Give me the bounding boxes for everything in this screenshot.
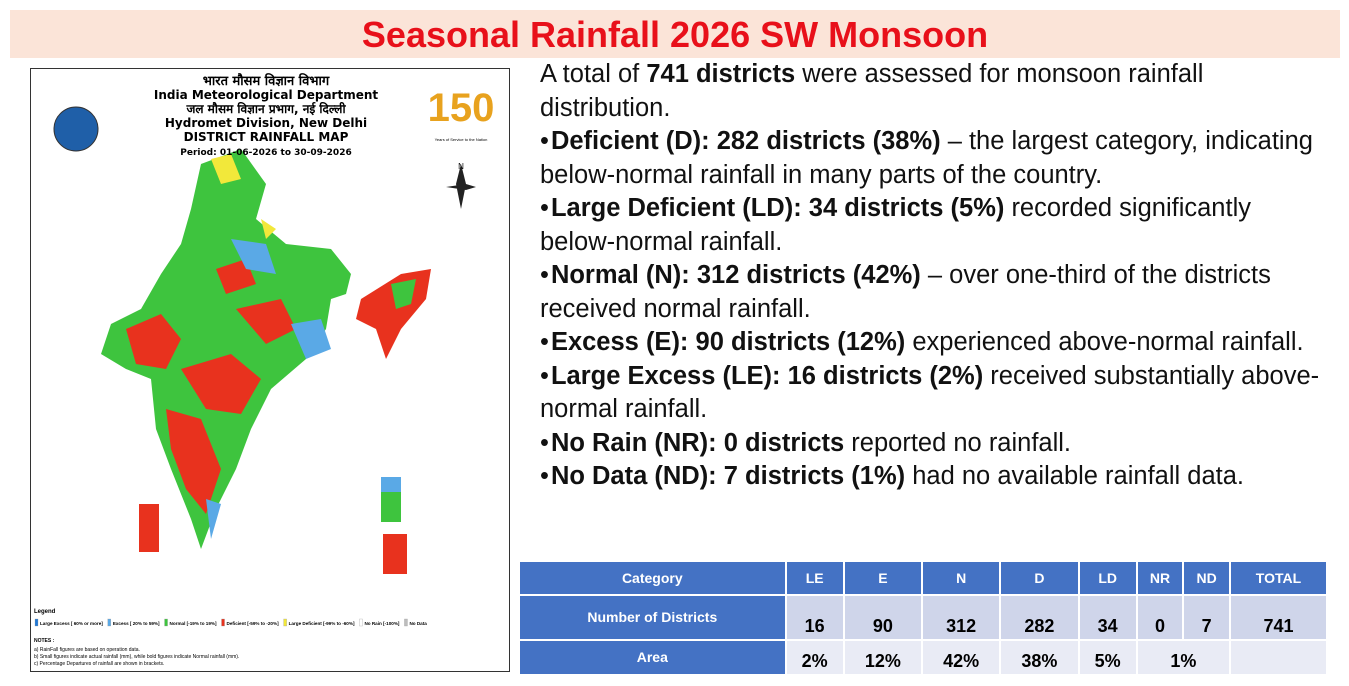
map-header: Hydromet Division, New Delhi xyxy=(165,116,367,130)
header-cell: D xyxy=(1001,562,1078,594)
empty-cell xyxy=(1230,641,1326,674)
legend-swatch xyxy=(34,618,39,627)
note: a) RainFall figures are based on operati… xyxy=(34,647,140,653)
text-segment: No Data (ND): 7 districts (1%) xyxy=(550,462,906,490)
summary-text: A total of 741 districts were assessed f… xyxy=(540,58,1330,494)
map-header: DISTRICT RAINFALL MAP xyxy=(184,130,349,144)
table-cell: 1% xyxy=(1137,641,1229,674)
text-segment: experienced above-normal rainfall. xyxy=(905,328,1304,356)
header-cell: LD xyxy=(1079,562,1136,594)
legend-label: No Data xyxy=(409,621,427,626)
text-segment: Deficient (D): 282 districts (38%) xyxy=(550,127,941,155)
table-cell: 12% xyxy=(844,641,922,674)
legend-label: Excess [ 20% to 59%] xyxy=(113,621,160,626)
map-header: जल मौसम विज्ञान प्रभाग, नई दिल्ली xyxy=(185,102,346,116)
text-segment: had no available rainfall data. xyxy=(905,462,1244,490)
text-segment: were assessed for monsoon rainfall distr… xyxy=(540,60,1204,122)
table-cell: Number of Districts xyxy=(520,596,785,639)
paragraph: No Rain (NR): 0 districts reported no ra… xyxy=(540,427,1330,461)
table-cell: 34 xyxy=(1079,596,1136,639)
legend-label: No Rain [-100%] xyxy=(364,621,399,626)
paragraph: Excess (E): 90 districts (12%) experienc… xyxy=(540,326,1330,360)
paragraph: Deficient (D): 282 districts (38%) – the… xyxy=(540,125,1330,192)
title: Seasonal Rainfall 2026 SW Monsoon xyxy=(10,10,1340,58)
paragraph: Large Excess (LE): 16 districts (2%) rec… xyxy=(540,360,1330,427)
note: b) Small figures indicate actual rainfal… xyxy=(34,654,239,660)
legend-swatch xyxy=(404,618,408,627)
text-segment: reported no rainfall. xyxy=(844,428,1072,457)
table-cell: 16 xyxy=(786,596,843,639)
note: c) Percentage Departures of rainfall are… xyxy=(34,661,164,667)
text-segment: Large Excess (LE): 16 districts (2%) xyxy=(550,361,984,390)
text-segment: received substantially above-normal rain… xyxy=(540,361,1320,424)
table-header: Category LE E N D LD NR ND TOTAL xyxy=(520,562,1326,594)
header-cell: E xyxy=(844,562,922,594)
table-cell: 42% xyxy=(923,641,1000,674)
table-row: Area 2% 12% 42% 38% 5% 1% xyxy=(520,641,1326,674)
table-cell: 2% xyxy=(786,641,843,674)
text-segment: 741 districts xyxy=(646,60,796,88)
paragraph: A total of 741 districts were assessed f… xyxy=(540,58,1330,125)
legend-label: Large Excess [ 60% or more] xyxy=(40,621,103,626)
legend-swatch xyxy=(107,618,111,627)
text-segment: – over one-third of the districts receiv… xyxy=(540,261,1271,323)
table-cell: 5% xyxy=(1079,641,1136,674)
text-segment: Excess (E): 90 districts (12%) xyxy=(550,328,906,356)
text-segment: recorded significantly below-normal rain… xyxy=(540,194,1251,256)
legend-swatch xyxy=(283,618,287,627)
legend-swatch xyxy=(221,618,225,627)
map-header: Period: 01-06-2026 to 30-09-2026 xyxy=(180,148,351,158)
paragraph: No Data (ND): 7 districts (1%) had no av… xyxy=(540,460,1330,494)
table-cell: 282 xyxy=(1001,596,1078,639)
header-cell: TOTAL xyxy=(1230,562,1326,594)
table-cell: 741 xyxy=(1230,596,1326,639)
table-cell: Area xyxy=(520,641,785,674)
paragraph: Normal (N): 312 districts (42%) – over o… xyxy=(540,259,1330,326)
text-segment: – the largest category, indicating below… xyxy=(540,127,1313,189)
legend-label: Deficient [-59% to -20%] xyxy=(227,621,280,626)
logo: 150 xyxy=(428,86,495,130)
map-header: भारत मौसम विज्ञान विभाग xyxy=(203,73,330,89)
table-cell: 38% xyxy=(1001,641,1078,674)
legend-label: Normal [-19% to 19%] xyxy=(170,621,217,626)
paragraph: Large Deficient (LD): 34 districts (5%) … xyxy=(540,192,1330,259)
text-segment: Normal (N): 312 districts (42%) xyxy=(550,261,921,289)
table-cell: 0 xyxy=(1137,596,1183,639)
india-map xyxy=(53,106,476,574)
header-cell: ND xyxy=(1184,562,1229,594)
header-cell: NR xyxy=(1137,562,1183,594)
legend-swatch xyxy=(359,618,363,627)
summary-table: Category LE E N D LD NR ND TOTAL Number of Distri… xyxy=(518,560,1328,676)
legend-label: Large Deficient [-99% to -60%] xyxy=(289,621,355,626)
header-cell: N xyxy=(923,562,1000,594)
text-segment: Large Deficient (LD): 34 districts (5%) xyxy=(550,194,1005,222)
text-segment: A total of xyxy=(540,60,647,88)
legend-swatch xyxy=(164,618,168,627)
north: N xyxy=(458,162,464,171)
header-cell: Category xyxy=(520,562,785,594)
legend-title: Legend xyxy=(34,609,56,615)
text-segment: No Rain (NR): 0 districts xyxy=(550,428,845,457)
table-row: Number of Districts 16 90 312 282 34 0 7 741 xyxy=(520,596,1326,639)
header-cell: LE xyxy=(786,562,843,594)
notes-title: NOTES : xyxy=(34,638,55,644)
table-cell: 312 xyxy=(923,596,1000,639)
logo-caption: Years of Service to the Nation xyxy=(435,137,488,142)
table-cell: 7 xyxy=(1184,596,1229,639)
map-header: India Meteorological Department xyxy=(154,88,379,102)
table-cell: 90 xyxy=(844,596,922,639)
